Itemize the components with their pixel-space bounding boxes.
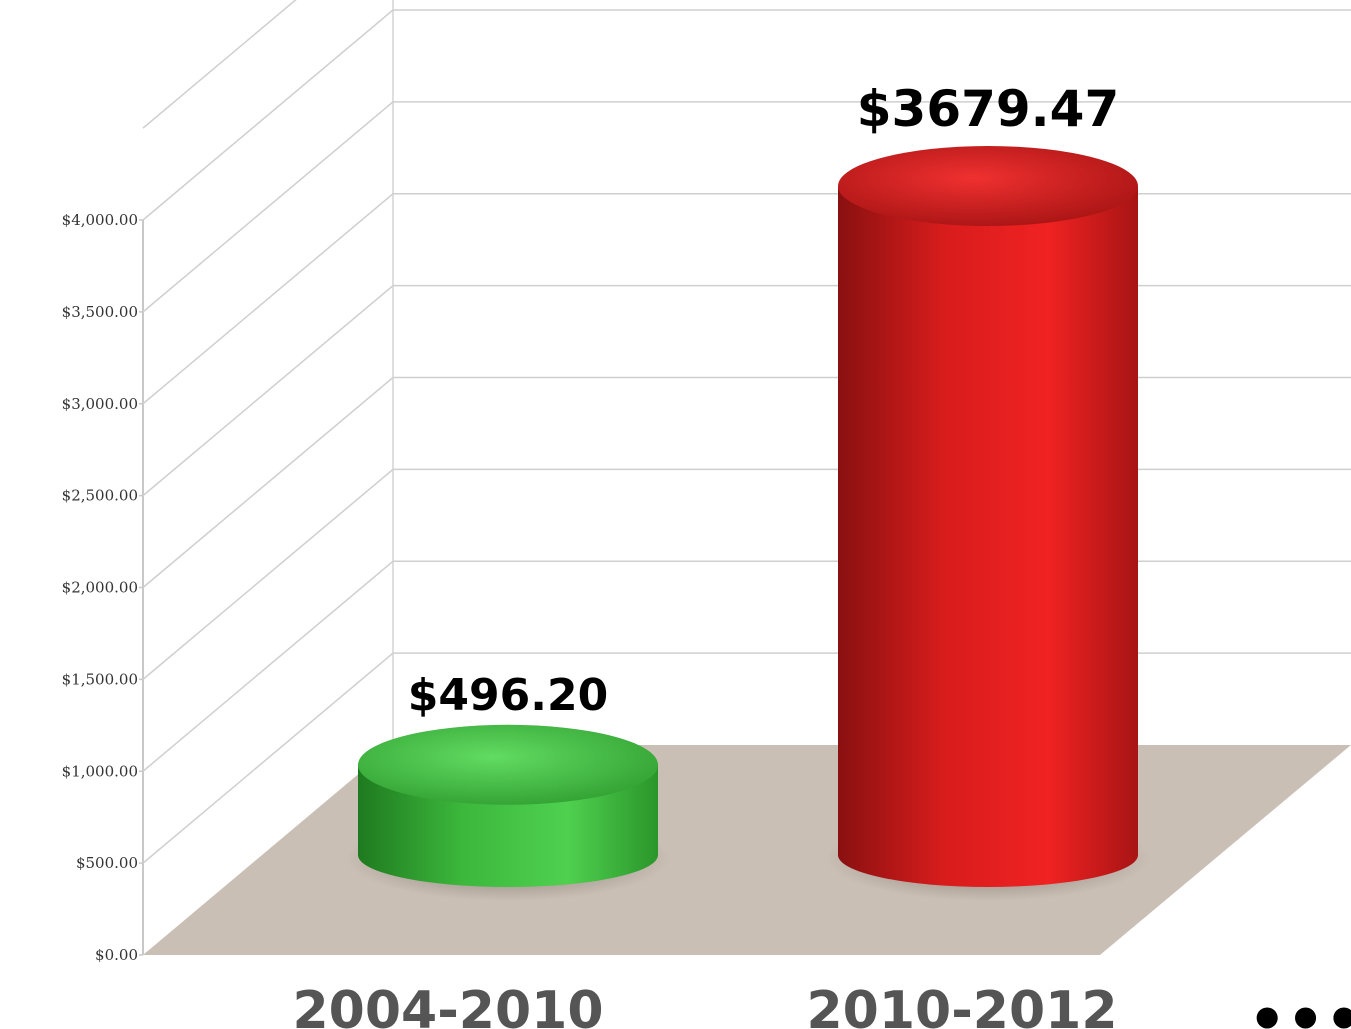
bar-body	[838, 186, 1138, 887]
chart-floor	[143, 745, 1351, 955]
bar-top	[838, 146, 1138, 226]
y-tick-label: $1,500.00	[62, 670, 138, 688]
y-tick-label: $3,500.00	[62, 303, 138, 321]
bar-top	[358, 724, 658, 805]
gridline-left-wall	[142, 652, 394, 864]
x-tick-label: 2010-2012	[806, 981, 1117, 1029]
gridline-left-wall	[142, 0, 297, 129]
y-tick-label: $3,000.00	[62, 395, 138, 413]
data-label: $496.20	[408, 670, 608, 721]
gridline-left-wall	[142, 193, 394, 405]
y-axis-tick-labels: $0.00 $500.00 $1,000.00 $1,500.00 $2,000.00 $…	[62, 211, 143, 964]
y-tick-label: $2,500.00	[62, 487, 138, 505]
gridline-left-wall	[142, 285, 394, 497]
x-axis-tick-labels: 2004-2010 2010-2012	[292, 981, 1117, 1029]
data-labels: $496.20 $3679.47	[408, 80, 1119, 721]
bar-2004-2010	[358, 724, 658, 887]
gridline-left-wall	[142, 560, 394, 772]
y-tick-label: $2,000.00	[62, 579, 138, 597]
data-label: $3679.47	[857, 80, 1120, 138]
gridline-left-wall	[142, 376, 394, 589]
ellipsis-indicator: •••	[1248, 985, 1351, 1029]
gridline-left-wall	[142, 468, 394, 680]
y-tick-label: $1,000.00	[62, 762, 138, 780]
gridline-left-wall	[142, 101, 394, 313]
y-tick-label: $500.00	[76, 854, 138, 872]
x-tick-label: 2004-2010	[292, 981, 603, 1029]
floor-plane	[143, 745, 1351, 955]
gridline-left-wall	[142, 9, 394, 221]
bars	[346, 146, 1150, 901]
y-tick-label: $0.00	[95, 946, 138, 964]
bar-2010-2012	[838, 146, 1138, 887]
y-tick-label: $4,000.00	[62, 211, 138, 229]
